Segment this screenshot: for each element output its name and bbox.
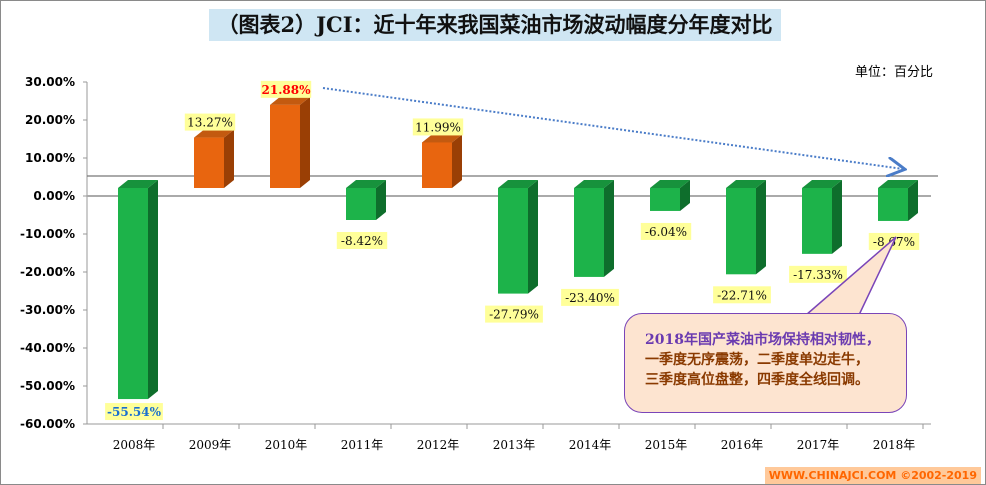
bar-2010年 xyxy=(270,104,300,188)
bar-2015年 xyxy=(650,188,680,211)
bar-side xyxy=(832,180,842,254)
x-tick-label: 2017年 xyxy=(797,438,840,452)
bar-top xyxy=(194,129,234,138)
value-label: -22.71% xyxy=(717,288,767,302)
y-tick-label: -10.00% xyxy=(20,227,75,241)
bar-top xyxy=(270,96,310,105)
y-tick-label: -60.00% xyxy=(20,417,75,431)
value-label: -23.40% xyxy=(565,291,615,305)
value-label: 13.27% xyxy=(187,116,233,130)
value-label-bg xyxy=(260,80,312,98)
footer-copyright: WWW.CHINAJCI.COM ©2002-2019 xyxy=(764,467,981,484)
value-label-bg xyxy=(105,403,163,421)
x-tick-label: 2010年 xyxy=(265,438,308,452)
bar-top xyxy=(422,134,462,143)
value-label: -6.04% xyxy=(645,225,687,239)
y-tick-label: -20.00% xyxy=(20,265,75,279)
x-tick-label: 2014年 xyxy=(569,438,612,452)
bar-side xyxy=(300,96,310,188)
bar-2009年 xyxy=(194,137,224,188)
bar-side xyxy=(376,180,386,220)
x-tick-label: 2012年 xyxy=(417,438,460,452)
bar-2008年 xyxy=(118,188,148,400)
y-tick-label: -30.00% xyxy=(20,303,75,317)
bar-side xyxy=(528,180,538,294)
bar-top xyxy=(346,180,386,188)
bar-2018年 xyxy=(878,188,908,221)
bar-side xyxy=(908,180,918,221)
value-label: -55.54% xyxy=(107,405,162,419)
value-label: -27.79% xyxy=(489,308,539,322)
x-tick-label: 2009年 xyxy=(189,438,232,452)
bar-top xyxy=(650,180,690,188)
x-tick-label: 2008年 xyxy=(113,438,156,452)
y-tick-label: 10.00% xyxy=(25,151,75,165)
x-tick-label: 2015年 xyxy=(645,438,688,452)
bar-side xyxy=(604,180,614,277)
bar-2011年 xyxy=(346,188,376,220)
bar-top xyxy=(878,180,918,188)
value-label-bg xyxy=(412,118,464,136)
bar-top xyxy=(498,180,538,188)
value-label-bg xyxy=(713,286,771,304)
x-tick-label: 2016年 xyxy=(721,438,764,452)
value-label-bg xyxy=(789,265,847,283)
value-label-bg xyxy=(336,231,388,249)
y-tick-label: 0.00% xyxy=(33,189,75,203)
y-tick-label: -40.00% xyxy=(20,341,75,355)
bar-top xyxy=(802,180,842,188)
bar-side xyxy=(756,180,766,275)
trend-arrow xyxy=(322,87,903,169)
bar-2013年 xyxy=(498,188,528,294)
bar-top xyxy=(726,180,766,188)
bar-2017年 xyxy=(802,188,832,254)
bar-side xyxy=(224,129,234,188)
annotation-line1: 年国产菜油市场保持相对韧性， xyxy=(683,332,880,348)
value-label-bg xyxy=(561,288,619,306)
x-tick-label: 2013年 xyxy=(493,438,536,452)
y-tick-label: 30.00% xyxy=(25,75,75,89)
chart-title: （图表2）JCI：近十年来我国菜油市场波动幅度分年度对比 xyxy=(209,9,781,41)
value-label: 21.88% xyxy=(262,83,312,97)
annotation-callout: 2018年国产菜油市场保持相对韧性， 一季度无序震荡，二季度单边走牛， 三季度高… xyxy=(624,313,907,413)
value-label: -17.33% xyxy=(793,268,843,282)
bar-2016年 xyxy=(726,188,756,275)
annotation-line2: 一季度无序震荡，二季度单边走牛， xyxy=(645,352,869,368)
bar-2012年 xyxy=(422,142,452,188)
value-label-bg xyxy=(485,305,543,323)
value-label: -8.42% xyxy=(341,234,383,248)
value-label-bg xyxy=(184,113,236,131)
unit-label: 单位：百分比 xyxy=(854,65,933,80)
bar-side xyxy=(680,180,690,211)
annotation-year: 2018 xyxy=(645,332,684,348)
x-tick-label: 2011年 xyxy=(341,438,384,452)
value-label: 11.99% xyxy=(415,120,461,134)
bar-2014年 xyxy=(574,188,604,277)
bar-top xyxy=(118,180,158,188)
bar-side xyxy=(452,134,462,188)
x-tick-label: 2018年 xyxy=(873,438,916,452)
annotation-line3: 三季度高位盘整，四季度全线回调。 xyxy=(645,372,869,388)
bar-side xyxy=(148,180,158,400)
value-label-bg xyxy=(640,222,692,240)
y-tick-label: -50.00% xyxy=(20,379,75,393)
bar-top xyxy=(574,180,614,188)
y-tick-label: 20.00% xyxy=(25,113,75,127)
